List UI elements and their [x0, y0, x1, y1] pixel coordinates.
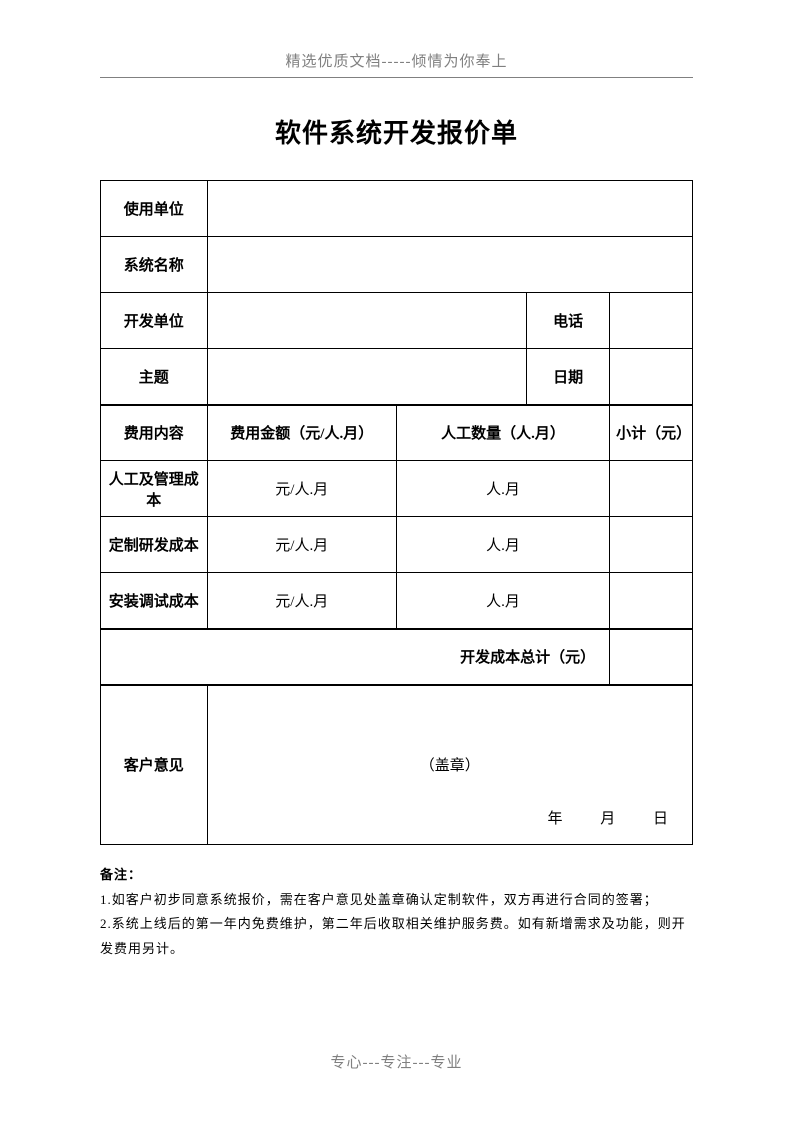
- phone-value: [610, 293, 693, 349]
- cost-row-1: 定制研发成本 元/人.月 人.月: [101, 517, 693, 573]
- date-label: 日期: [527, 349, 610, 405]
- cost-subtotal-header: 小计（元）: [610, 405, 693, 461]
- remarks-block: 备注： 1.如客户初步同意系统报价，需在客户意见处盖章确认定制软件，双方再进行合…: [100, 863, 693, 962]
- cost-row-0-subtotal: [610, 461, 693, 517]
- day-label: 日: [653, 811, 670, 827]
- dev-unit-value: [207, 293, 527, 349]
- quotation-table: 使用单位 系统名称 开发单位 电话 主题 日期 费用内容 费用金额（元/人.月）…: [100, 180, 693, 845]
- cost-row-0-amount: 元/人.月: [207, 461, 396, 517]
- cost-quantity-header: 人工数量（人.月）: [396, 405, 609, 461]
- user-unit-value: [207, 181, 692, 237]
- month-label: 月: [600, 811, 617, 827]
- cost-row-0-label: 人工及管理成本: [101, 461, 208, 517]
- total-value: [610, 629, 693, 685]
- phone-label: 电话: [527, 293, 610, 349]
- cost-row-0-quantity: 人.月: [396, 461, 609, 517]
- system-name-value: [207, 237, 692, 293]
- cost-row-2: 安装调试成本 元/人.月 人.月: [101, 573, 693, 629]
- subject-label: 主题: [101, 349, 208, 405]
- dev-unit-label: 开发单位: [101, 293, 208, 349]
- remarks-line-1: 1.如客户初步同意系统报价，需在客户意见处盖章确认定制软件，双方再进行合同的签署…: [100, 888, 693, 913]
- user-unit-label: 使用单位: [101, 181, 208, 237]
- year-label: 年: [547, 811, 564, 827]
- date-value: [610, 349, 693, 405]
- opinion-label: 客户意见: [101, 685, 208, 845]
- cost-row-1-amount: 元/人.月: [207, 517, 396, 573]
- system-name-label: 系统名称: [101, 237, 208, 293]
- cost-row-1-subtotal: [610, 517, 693, 573]
- cost-content-header: 费用内容: [101, 405, 208, 461]
- stamp-text: （盖章）: [214, 754, 686, 775]
- page-footer: 专心---专注---专业: [0, 1051, 793, 1072]
- row-user-unit: 使用单位: [101, 181, 693, 237]
- cost-row-2-subtotal: [610, 573, 693, 629]
- total-label: 开发成本总计（元）: [101, 629, 610, 685]
- cost-row-2-amount: 元/人.月: [207, 573, 396, 629]
- cost-row-2-quantity: 人.月: [396, 573, 609, 629]
- remarks-line-2: 2.系统上线后的第一年内免费维护，第二年后收取相关维护服务费。如有新增需求及功能…: [100, 912, 693, 961]
- cost-row-2-label: 安装调试成本: [101, 573, 208, 629]
- document-title: 软件系统开发报价单: [100, 113, 693, 150]
- row-dev-unit: 开发单位 电话: [101, 293, 693, 349]
- row-subject: 主题 日期: [101, 349, 693, 405]
- opinion-date-line: 年 月 日: [517, 807, 670, 828]
- opinion-cell: （盖章） 年 月 日: [207, 685, 692, 845]
- cost-row-0: 人工及管理成本 元/人.月 人.月: [101, 461, 693, 517]
- remarks-title: 备注：: [100, 863, 693, 888]
- cost-amount-header: 费用金额（元/人.月）: [207, 405, 396, 461]
- subject-value: [207, 349, 527, 405]
- row-opinion: 客户意见 （盖章） 年 月 日: [101, 685, 693, 845]
- row-total: 开发成本总计（元）: [101, 629, 693, 685]
- row-system-name: 系统名称: [101, 237, 693, 293]
- row-cost-header: 费用内容 费用金额（元/人.月） 人工数量（人.月） 小计（元）: [101, 405, 693, 461]
- page-header: 精选优质文档-----倾情为你奉上: [100, 50, 693, 78]
- cost-row-1-quantity: 人.月: [396, 517, 609, 573]
- cost-row-1-label: 定制研发成本: [101, 517, 208, 573]
